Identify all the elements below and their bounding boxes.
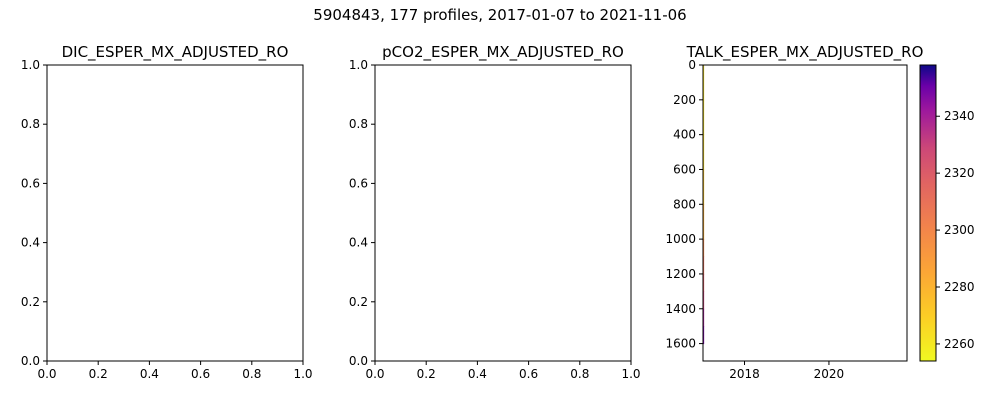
x-tick-label-dic: 0.6 <box>191 367 210 381</box>
x-tick-label-pco2: 0.4 <box>468 367 487 381</box>
y-tick-label-talk: 200 <box>673 93 696 107</box>
y-tick-label-talk: 1200 <box>665 267 696 281</box>
subplot-talk: TALK_ESPER_MX_ADJUSTED_RO 2018 2020 0 200 4… <box>665 43 923 381</box>
plot-area-dic <box>46 64 304 362</box>
x-tick-label-dic: 0.2 <box>89 367 108 381</box>
plot-area-pco2 <box>374 64 632 362</box>
colorbar-tick-label: 2300 <box>944 223 975 237</box>
profile-cell <box>703 134 705 170</box>
y-tick-label-pco2: 0.4 <box>349 236 368 250</box>
x-tick-label-pco2: 0.2 <box>417 367 436 381</box>
profile-cell <box>703 204 705 240</box>
profile-cell <box>703 239 705 258</box>
subplot-title-talk: TALK_ESPER_MX_ADJUSTED_RO <box>686 43 924 62</box>
y-tick-label-pco2: 0.6 <box>349 176 368 190</box>
profile-cell <box>703 169 705 205</box>
x-tick-label-pco2: 0.0 <box>365 367 384 381</box>
y-tick-label-dic: 0.4 <box>21 236 40 250</box>
y-tick-label-dic: 0.0 <box>21 354 40 368</box>
x-tick-label-talk: 2018 <box>729 367 760 381</box>
subplot-title-dic: DIC_ESPER_MX_ADJUSTED_RO <box>62 43 289 62</box>
colorbar-tick-label: 2340 <box>944 109 975 123</box>
colorbar: 2260 2280 2300 2320 2340 <box>919 64 975 362</box>
y-tick-label-dic: 0.6 <box>21 176 40 190</box>
y-tick-label-pco2: 1.0 <box>349 58 368 72</box>
y-tick-label-talk: 1600 <box>665 337 696 351</box>
y-tick-label-talk: 800 <box>673 197 696 211</box>
profile-cell <box>703 291 705 310</box>
figure-title: 5904843, 177 profiles, 2017-01-07 to 202… <box>313 6 686 24</box>
profile-cell <box>703 326 705 345</box>
y-tick-label-talk: 1000 <box>665 232 696 246</box>
profile-cell <box>703 99 705 136</box>
plot-area-talk <box>702 64 908 362</box>
colorbar-gradient <box>920 65 936 361</box>
y-tick-label-pco2: 0.8 <box>349 117 368 131</box>
x-tick-label-talk: 2020 <box>814 367 845 381</box>
x-tick-label-dic: 1.0 <box>293 367 312 381</box>
profile-cell <box>703 65 705 101</box>
y-tick-label-pco2: 0.2 <box>349 295 368 309</box>
colorbar-frame <box>919 64 937 362</box>
y-tick-label-dic: 0.8 <box>21 117 40 131</box>
subplot-title-pco2: pCO2_ESPER_MX_ADJUSTED_RO <box>382 43 624 62</box>
y-tick-label-talk: 600 <box>673 162 696 176</box>
profile-cell <box>703 256 705 275</box>
x-tick-label-pco2: 1.0 <box>621 367 640 381</box>
x-tick-label-dic: 0.8 <box>242 367 261 381</box>
y-tick-label-pco2: 0.0 <box>349 354 368 368</box>
colorbar-tick-label: 2320 <box>944 166 975 180</box>
y-tick-label-talk: 0 <box>688 58 696 72</box>
subplot-pco2: pCO2_ESPER_MX_ADJUSTED_RO 0.0 0.2 0.4 0.6 0.… <box>349 43 641 381</box>
colorbar-tick-label: 2280 <box>944 280 975 294</box>
x-tick-label-dic: 0.0 <box>37 367 56 381</box>
y-tick-label-dic: 0.2 <box>21 295 40 309</box>
x-tick-label-pco2: 0.6 <box>519 367 538 381</box>
subplot-dic: DIC_ESPER_MX_ADJUSTED_RO 0.0 0.2 0.4 0.6 0.8… <box>21 43 313 381</box>
y-tick-label-dic: 1.0 <box>21 58 40 72</box>
profile-cells <box>703 65 705 345</box>
x-tick-label-pco2: 0.8 <box>570 367 589 381</box>
colorbar-tick-label: 2260 <box>944 337 975 351</box>
profile-cell <box>703 308 705 327</box>
y-tick-label-talk: 1400 <box>665 302 696 316</box>
profile-cell <box>703 273 705 292</box>
x-tick-label-dic: 0.4 <box>140 367 159 381</box>
y-tick-label-talk: 400 <box>673 128 696 142</box>
